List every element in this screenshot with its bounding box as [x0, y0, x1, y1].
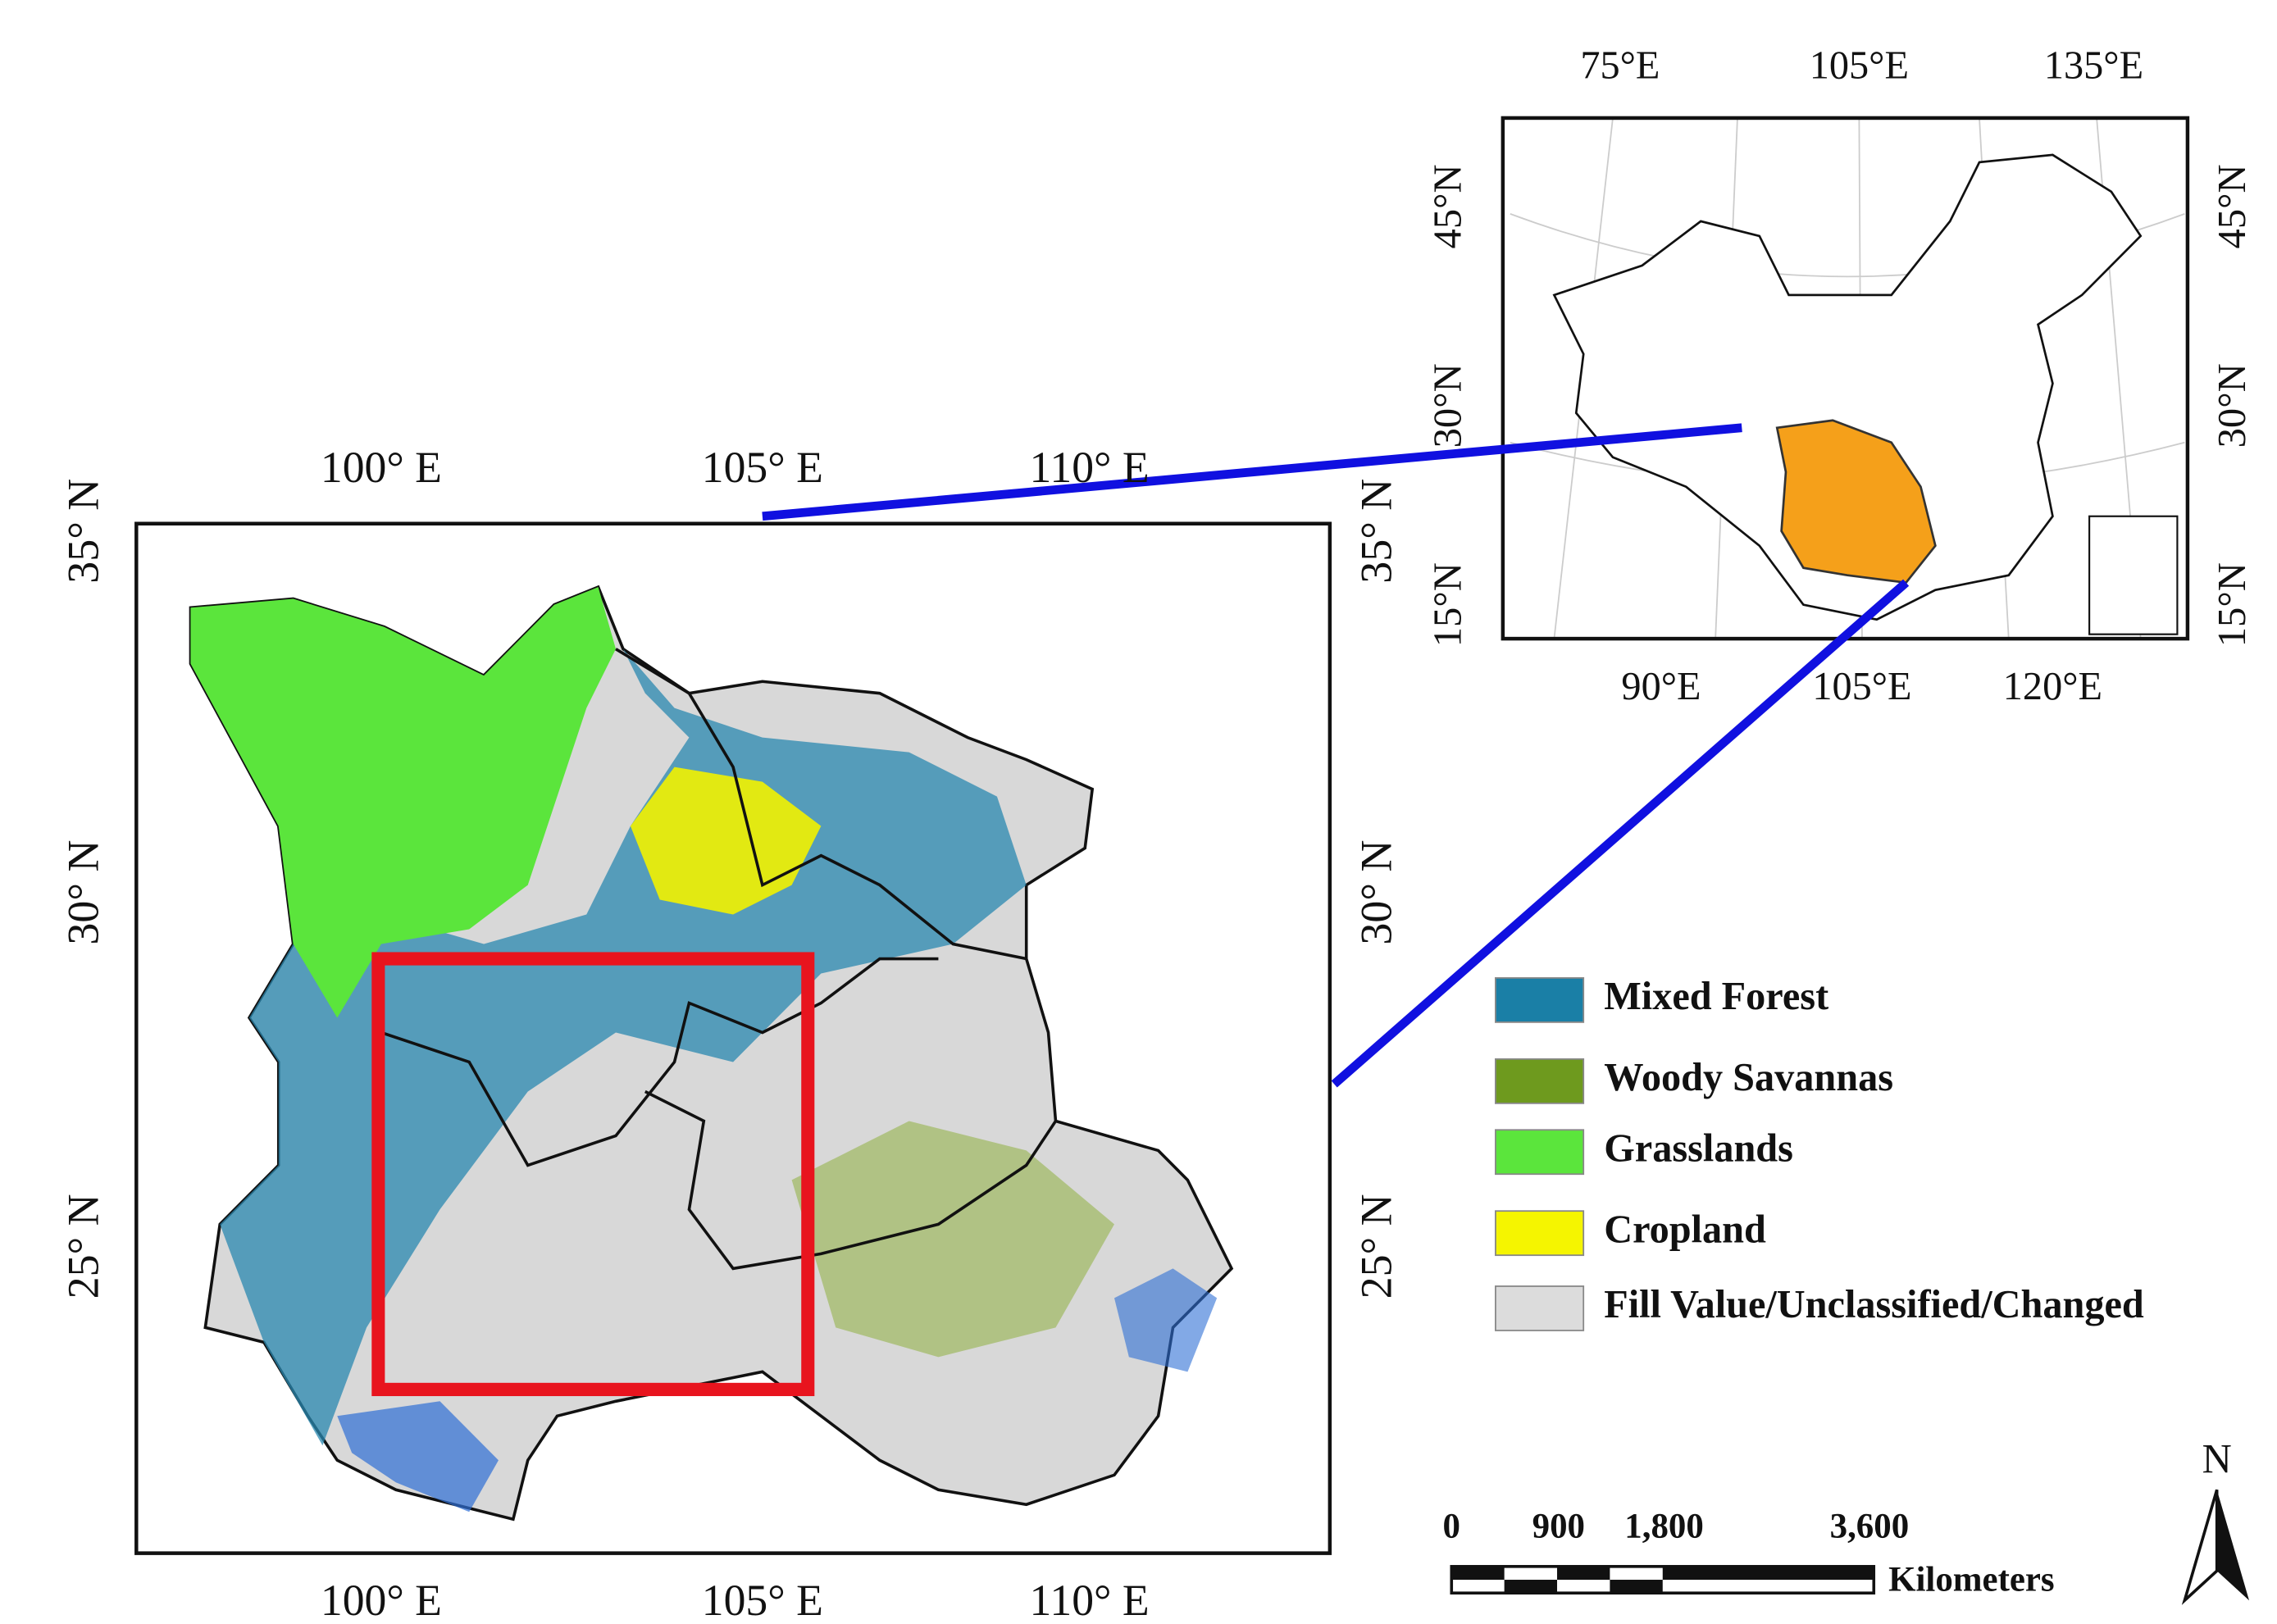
legend-swatch: [1495, 1058, 1585, 1104]
legend-label: Woody Savannas: [1604, 1056, 1893, 1099]
inset-x-label: 105°E: [1812, 665, 1911, 708]
scale-bar: [1450, 1565, 1876, 1595]
inset-y-label: 15°N: [2211, 562, 2254, 647]
legend-label: Fill Value/Unclassified/Changed: [1604, 1283, 2144, 1326]
north-arrow-left: [2181, 1489, 2219, 1605]
scale-unit: Kilometers: [1888, 1560, 2054, 1599]
scale-bar-seg: [1610, 1580, 1663, 1594]
y-tick-label: 35° N: [1352, 479, 1401, 584]
inset-map: [1501, 116, 2190, 641]
y-tick-label: 25° N: [1352, 1194, 1401, 1299]
connector-line: [762, 423, 1742, 521]
mixed-forest-area: [220, 648, 1027, 1446]
x-tick-label: 105° E: [702, 443, 823, 492]
x-tick-label: 105° E: [702, 1576, 823, 1624]
scale-bar-seg: [1662, 1566, 1874, 1581]
legend-label: Grasslands: [1604, 1126, 1793, 1170]
province-border: [644, 1089, 1057, 1271]
inset-y-label: 30°N: [2211, 363, 2254, 448]
x-tick-label: 110° E: [1030, 1576, 1150, 1624]
savanna-area: [791, 1121, 1114, 1358]
grassland-area: [190, 587, 617, 1018]
y-tick-label: 35° N: [59, 479, 108, 584]
x-tick-label: 100° E: [321, 1576, 442, 1624]
north-arrow: N: [2181, 1435, 2250, 1605]
x-tick-label: 110° E: [1030, 443, 1150, 492]
legend-swatch: [1495, 1285, 1585, 1331]
legend-label: Cropland: [1604, 1208, 1766, 1251]
inset-y-label: 15°N: [1426, 562, 1469, 647]
forest-east: [1113, 1268, 1218, 1372]
scale-label: 900: [1532, 1508, 1585, 1546]
study-area-box: [371, 952, 815, 1397]
connector-line: [1331, 579, 1910, 1088]
cropland-area: [630, 767, 822, 915]
south-sea-box: [2088, 515, 2179, 635]
scale-label: 0: [1443, 1508, 1460, 1546]
north-label: N: [2202, 1435, 2232, 1481]
inset-y-label: 45°N: [2211, 164, 2254, 248]
scale-bar-seg: [1451, 1566, 1505, 1581]
north-arrow-right: [2216, 1490, 2250, 1601]
forest-south: [337, 1401, 499, 1513]
y-tick-label: 30° N: [1352, 840, 1401, 945]
y-tick-label: 30° N: [59, 840, 108, 945]
china-outline: [1552, 153, 2143, 621]
legend-swatch: [1495, 1129, 1585, 1176]
legend-swatch: [1495, 977, 1585, 1023]
inset-x-label: 105°E: [1810, 44, 1909, 88]
province-border: [615, 648, 1027, 961]
x-tick-label: 100° E: [321, 443, 442, 492]
y-tick-label: 25° N: [59, 1194, 108, 1299]
inset-x-label: 90°E: [1621, 665, 1701, 708]
inset-x-label: 135°E: [2044, 44, 2143, 88]
scale-bar-seg: [1557, 1566, 1610, 1581]
legend-swatch: [1495, 1210, 1585, 1257]
scale-label: 3,600: [1830, 1508, 1910, 1546]
main-map: [134, 521, 1332, 1555]
inset-y-label: 30°N: [1426, 363, 1469, 448]
inset-x-label: 120°E: [2003, 665, 2102, 708]
inset-y-label: 45°N: [1426, 164, 1469, 248]
province-border: [380, 957, 939, 1167]
scale-label: 1,800: [1624, 1508, 1704, 1546]
main-map-frame: [134, 521, 1332, 1555]
legend-label: Mixed Forest: [1604, 975, 1828, 1018]
scale-bar-seg: [1504, 1580, 1558, 1594]
inset-x-label: 75°E: [1580, 44, 1660, 88]
